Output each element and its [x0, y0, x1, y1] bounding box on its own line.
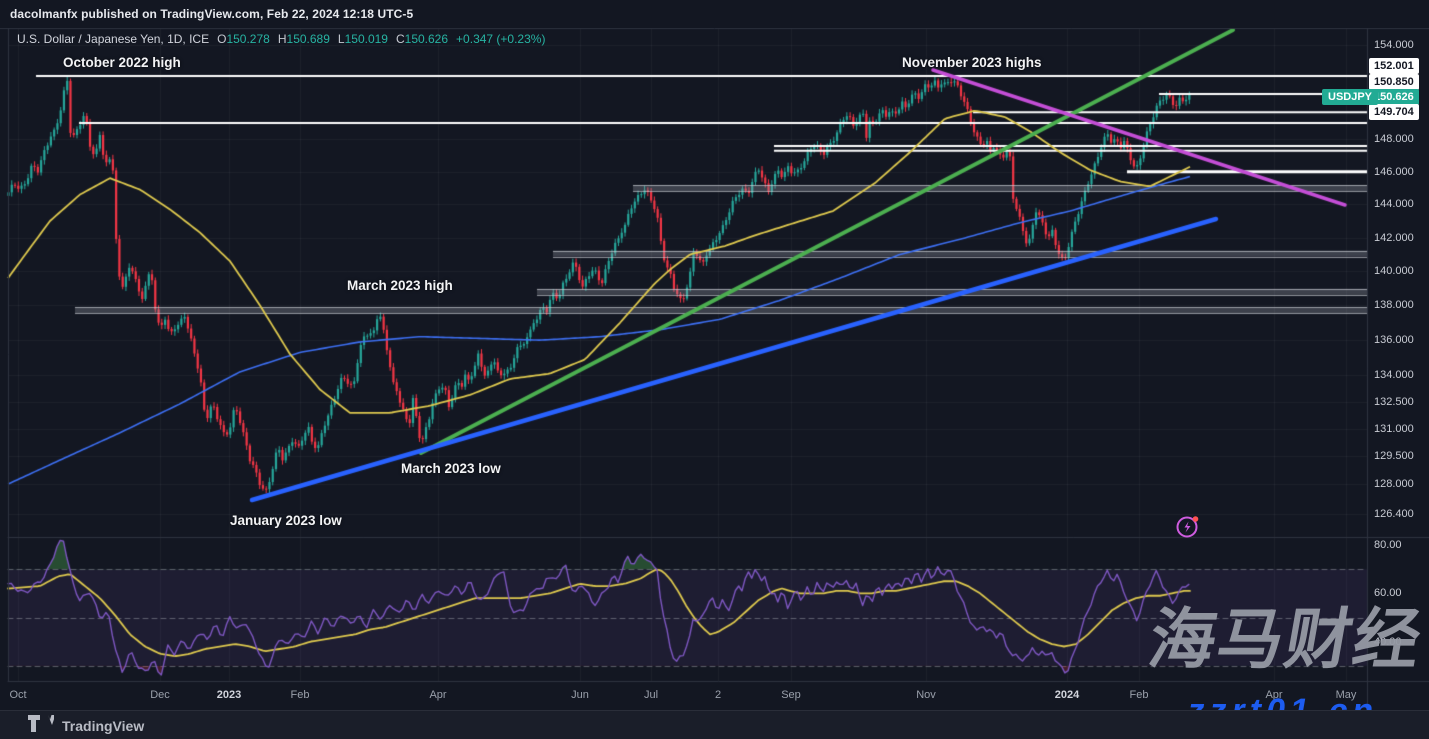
time-axis-label: Nov	[916, 689, 936, 701]
chart-annotation: October 2022 high	[63, 55, 181, 70]
open-label: O	[217, 32, 227, 46]
lightning-icon[interactable]	[1175, 514, 1200, 539]
price-axis-label: 136.000	[1374, 334, 1414, 347]
price-axis-label: 131.000	[1374, 423, 1414, 436]
price-level-label: 152.001	[1369, 58, 1419, 74]
time-axis-label: Feb	[1129, 689, 1149, 701]
price-axis-label: 126.400	[1374, 508, 1414, 520]
price-level-label: 150.850	[1369, 74, 1419, 90]
price-axis-label: 154.000	[1374, 39, 1414, 51]
time-axis-label: Apr	[1265, 689, 1283, 701]
current-price-label: 150.626	[1369, 89, 1419, 105]
price-axis-label: 129.500	[1374, 450, 1414, 463]
price-axis-label: 138.000	[1374, 299, 1414, 312]
time-axis-label: Sep	[781, 689, 801, 701]
price-axis-label: 142.000	[1374, 231, 1414, 244]
symbol-title: U.S. Dollar / Japanese Yen, 1D, ICE	[17, 32, 210, 46]
time-axis-label: Feb	[290, 689, 310, 701]
symbol-price-tag: USDJPY	[1322, 89, 1379, 105]
chart-annotation: March 2023 high	[347, 278, 453, 293]
price-axis-label: 132.500	[1374, 396, 1414, 409]
chart-annotation: March 2023 low	[401, 461, 501, 476]
publish-info: dacolmanfx published on TradingView.com,…	[10, 7, 414, 21]
time-axis-label: Oct	[9, 689, 27, 701]
rsi-axis-label: 80.00	[1374, 539, 1402, 551]
time-axis[interactable]: Oct Dec 2023 Feb Apr Jun Jul 2 Sep Nov 2024 Feb Apr M…	[0, 682, 1368, 710]
close-value: 150.626	[404, 32, 449, 46]
open-value: 150.278	[226, 32, 270, 46]
time-axis-label: 2	[714, 689, 722, 701]
watermark-cjk: 海马财经	[1143, 602, 1429, 676]
tradingview-brand[interactable]: TradingView	[28, 715, 144, 737]
price-axis-label: 140.000	[1374, 265, 1414, 278]
high-label: H	[277, 32, 287, 46]
time-axis-label: Apr	[429, 689, 447, 701]
price-axis-label: 128.000	[1374, 478, 1414, 491]
time-axis-label: 2024	[1054, 689, 1080, 701]
low-value: 150.019	[344, 32, 388, 46]
tradingview-logo-text: TradingView	[62, 718, 145, 734]
price-axis[interactable]: 154.000 148.000 146.000 144.000 142.000 140.0…	[1368, 28, 1429, 710]
high-value: 150.689	[286, 32, 330, 46]
rsi-axis-label: 60.00	[1374, 587, 1402, 599]
price-level-label: 149.704	[1369, 103, 1419, 120]
time-axis-label: 2023	[216, 689, 242, 701]
rsi-axis-label: 40.00	[1374, 636, 1402, 648]
time-axis-label: Jun	[571, 689, 589, 701]
change-value: +0.347 (+0.23%)	[456, 32, 546, 46]
publish-bar: dacolmanfx published on TradingView.com,…	[0, 0, 1429, 28]
low-label: L	[337, 32, 345, 46]
time-axis-label: Dec	[150, 689, 170, 701]
bottom-bar: TradingView	[0, 710, 1429, 739]
price-axis-label: 134.000	[1374, 369, 1414, 382]
chart-annotation: November 2023 highs	[902, 55, 1042, 70]
price-axis-label: 148.000	[1374, 133, 1414, 146]
chart-annotation: January 2023 low	[230, 513, 342, 528]
price-axis-label: 146.000	[1374, 165, 1414, 178]
close-label: C	[395, 32, 405, 46]
tradingview-logo-icon	[28, 715, 56, 737]
symbol-ohlc-bar[interactable]: U.S. Dollar / Japanese Yen, 1D, ICE O 150…	[17, 31, 545, 47]
price-axis-label: 144.000	[1374, 198, 1414, 211]
time-axis-label: Jul	[643, 689, 659, 701]
time-axis-label: May	[1335, 689, 1357, 701]
